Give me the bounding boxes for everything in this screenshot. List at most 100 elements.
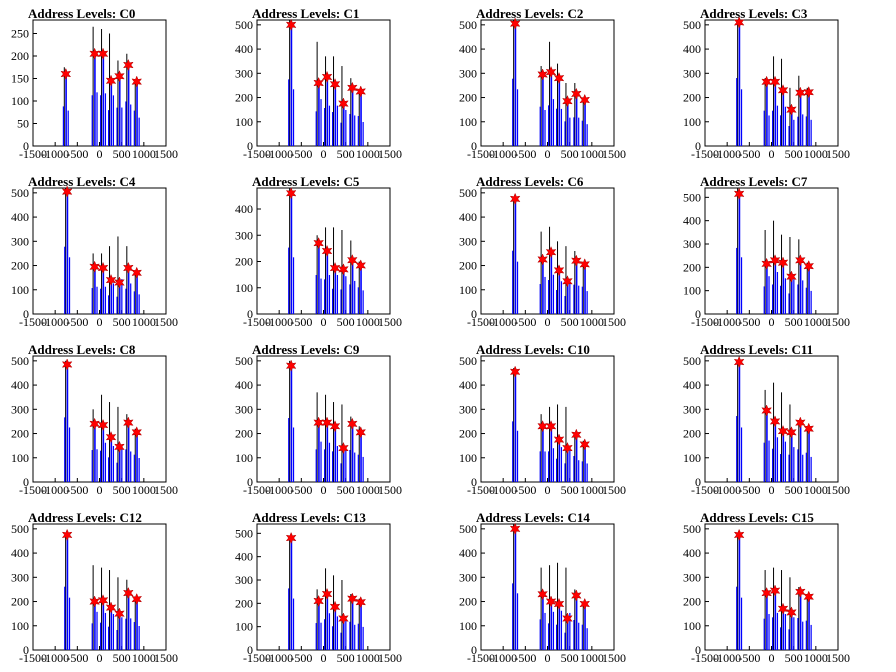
star-marker-icon	[794, 416, 806, 429]
histogram-bar	[566, 618, 569, 650]
star-marker-icon	[777, 602, 789, 615]
star-marker-icon	[122, 416, 134, 429]
star-marker-icon	[553, 71, 565, 85]
histogram-bar	[550, 426, 553, 482]
histogram-bar	[332, 288, 334, 314]
y-tick-label: 300	[683, 570, 701, 584]
y-tick-label: 400	[683, 546, 701, 560]
histogram-bar	[108, 295, 110, 314]
x-tick-label: -1500	[243, 315, 271, 329]
y-tick-label: 400	[235, 202, 253, 216]
histogram-bar	[68, 427, 71, 482]
star-marker-icon	[553, 597, 565, 611]
x-tick-label: -1000	[489, 147, 517, 161]
histogram-bar	[552, 99, 555, 146]
y-tick-label: 100	[459, 115, 477, 129]
x-tick-label: -500	[738, 483, 760, 497]
plot-frame	[480, 355, 615, 483]
histogram-bar	[91, 288, 93, 314]
histogram-bar	[772, 110, 774, 146]
histogram-bar	[784, 278, 787, 314]
star-marker-icon	[114, 440, 125, 454]
x-tick-label: -1500	[691, 483, 719, 497]
histogram-bar	[788, 629, 790, 650]
histogram-bar	[790, 276, 793, 314]
y-tick-label: 500	[683, 190, 701, 204]
histogram-bar	[110, 80, 113, 146]
x-tick-label: -1000	[41, 483, 69, 497]
histogram-bar	[133, 110, 135, 146]
histogram-bar	[320, 278, 322, 314]
histogram-bar	[774, 590, 777, 650]
star-marker-icon	[131, 266, 143, 279]
histogram-bar	[808, 92, 810, 146]
x-tick-label: -500	[66, 483, 88, 497]
x-tick-label: 1000	[132, 483, 156, 497]
histogram-bar	[112, 446, 115, 482]
star-marker-icon	[579, 438, 591, 451]
x-tick-label: 1500	[378, 147, 402, 161]
histogram-bar	[288, 418, 290, 482]
histogram-bar	[788, 126, 790, 146]
chart-panel: Address Levels: C11 0 100 200 300 400 500 -1500…	[672, 336, 896, 504]
histogram-bar	[125, 101, 127, 146]
y-tick-label: 0	[247, 475, 253, 489]
histogram-bar	[96, 92, 98, 146]
x-tick-label: 1500	[154, 651, 178, 665]
histogram-bar	[740, 597, 743, 650]
y-tick-label: 200	[11, 427, 29, 441]
x-tick-label: 500	[561, 147, 579, 161]
star-marker-icon	[545, 65, 557, 79]
star-marker-icon	[346, 417, 358, 431]
x-tick-label: 500	[561, 483, 579, 497]
histogram-bar	[736, 247, 738, 314]
histogram-bar	[575, 595, 578, 650]
y-tick-label: 300	[459, 570, 477, 584]
x-tick-label: 500	[113, 147, 131, 161]
histogram-bar	[349, 450, 351, 482]
star-marker-icon	[60, 67, 72, 81]
y-tick-label: 400	[11, 546, 29, 560]
star-marker-icon	[509, 365, 521, 378]
x-tick-label: 0	[545, 651, 551, 665]
histogram-bar	[130, 104, 132, 146]
x-tick-label: -1500	[467, 315, 495, 329]
y-tick-label: 300	[459, 234, 477, 248]
histogram-bar	[542, 426, 544, 482]
star-marker-icon	[761, 257, 772, 271]
y-tick-label: 300	[11, 402, 29, 416]
histogram-bar	[738, 534, 741, 650]
histogram-bar	[539, 284, 541, 314]
histogram-bar	[768, 614, 770, 650]
x-tick-label: 500	[337, 315, 355, 329]
y-tick-label: 500	[459, 354, 477, 368]
histogram-bar	[100, 288, 102, 314]
x-tick-label: -1500	[19, 147, 47, 161]
star-marker-icon	[545, 246, 557, 259]
histogram-bar	[768, 440, 770, 482]
star-marker-icon	[545, 420, 557, 433]
histogram-bar	[112, 95, 115, 146]
histogram-bar	[108, 110, 110, 146]
histogram-bar	[790, 109, 793, 146]
histogram-bar	[560, 108, 563, 146]
histogram-bar	[100, 95, 102, 146]
x-tick-label: -1500	[467, 651, 495, 665]
x-tick-label: 500	[561, 651, 579, 665]
star-marker-icon	[329, 600, 341, 614]
histogram-bar	[288, 588, 290, 650]
histogram-bar	[810, 290, 812, 314]
star-marker-icon	[89, 260, 100, 273]
histogram-bar	[340, 632, 342, 650]
star-marker-icon	[346, 81, 358, 95]
histogram-bar	[334, 606, 337, 650]
histogram-bar	[328, 105, 331, 146]
histogram-bar	[354, 624, 356, 650]
x-tick-label: -1000	[489, 483, 517, 497]
y-tick-label: 200	[235, 596, 253, 610]
histogram-bar	[788, 454, 790, 482]
histogram-bar	[360, 265, 362, 314]
